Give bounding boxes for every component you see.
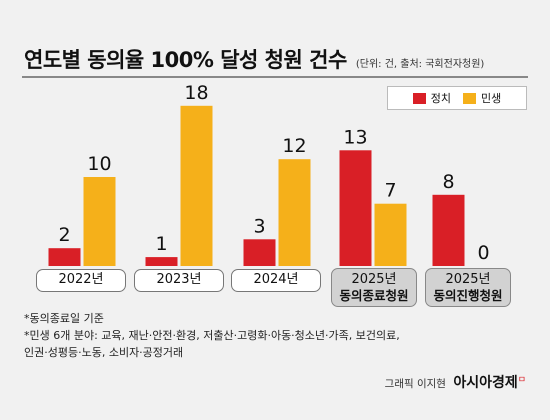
chart-subtitle: (단위: 건, 출처: 국회전자청원): [355, 59, 485, 70]
bar-livelihood: [180, 105, 213, 266]
legend: 정치 민생: [387, 86, 527, 110]
bar-livelihood: [374, 203, 407, 266]
legend-swatch-politics: [412, 92, 426, 104]
credit: 그래픽 이지현 아시아경제ㅁ: [385, 372, 526, 392]
footnote: *민생 6개 분야: 교육, 재난·안전·환경, 저출산·고령화·아동·청소년·…: [24, 329, 400, 343]
category-box: 2023년: [134, 269, 224, 292]
credit-text: 그래픽 이지현: [384, 378, 446, 390]
bar-politics: [145, 257, 178, 266]
bar-politics: [432, 194, 465, 266]
chart-title: 연도별 동의율 100% 달성 청원 건수: [24, 48, 347, 72]
legend-label-livelihood: 민생: [481, 92, 502, 105]
category-label: 2024년: [253, 272, 299, 288]
bar-politics: [243, 239, 276, 266]
legend-item-politics: 정치: [412, 90, 451, 106]
category-box: 2022년: [36, 269, 126, 292]
footnotes: *동의종료일 기준 *민생 6개 분야: 교육, 재난·안전·환경, 저출산·고…: [24, 310, 400, 361]
data-label-politics: 3: [253, 215, 265, 237]
legend-label-politics: 정치: [430, 92, 451, 105]
category-box: 2025년 동의종료청원: [331, 268, 417, 307]
category-label: 2025년: [445, 271, 491, 287]
bar-politics: [339, 150, 372, 266]
publisher-logo: 아시아경제: [453, 375, 518, 391]
category-box: 2024년: [231, 269, 321, 292]
data-label-livelihood: 12: [282, 135, 306, 157]
category-label: 2022년: [58, 272, 104, 288]
publisher-logo-mark: ㅁ: [517, 375, 526, 386]
footnote: *동의종료일 기준: [24, 312, 104, 325]
legend-item-livelihood: 민생: [463, 90, 501, 106]
category-label: 2023년: [156, 272, 202, 288]
bar-livelihood: [83, 177, 116, 266]
category-sublabel: 동의종료청원: [339, 287, 409, 303]
category-label: 2025년: [351, 271, 397, 287]
data-label-livelihood: 18: [184, 82, 208, 104]
data-label-livelihood: 10: [87, 153, 111, 175]
data-label-politics: 8: [442, 171, 454, 193]
data-label-livelihood: 7: [384, 180, 396, 202]
data-label-politics: 13: [343, 126, 367, 148]
bar-politics: [48, 248, 81, 266]
title-row: 연도별 동의율 100% 달성 청원 건수 (단위: 건, 출처: 국회전자청원…: [24, 44, 484, 74]
title-divider: [22, 76, 528, 78]
legend-swatch-livelihood: [463, 92, 476, 104]
data-label-livelihood: 0: [477, 242, 489, 264]
data-label-politics: 2: [58, 224, 70, 246]
category-sublabel: 동의진행청원: [433, 287, 503, 303]
bar-livelihood: [278, 159, 311, 266]
data-label-politics: 1: [155, 233, 167, 255]
footnote: 인권·성평등·노동, 소비자·공정거래: [24, 346, 184, 360]
category-box: 2025년 동의진행청원: [425, 268, 511, 307]
